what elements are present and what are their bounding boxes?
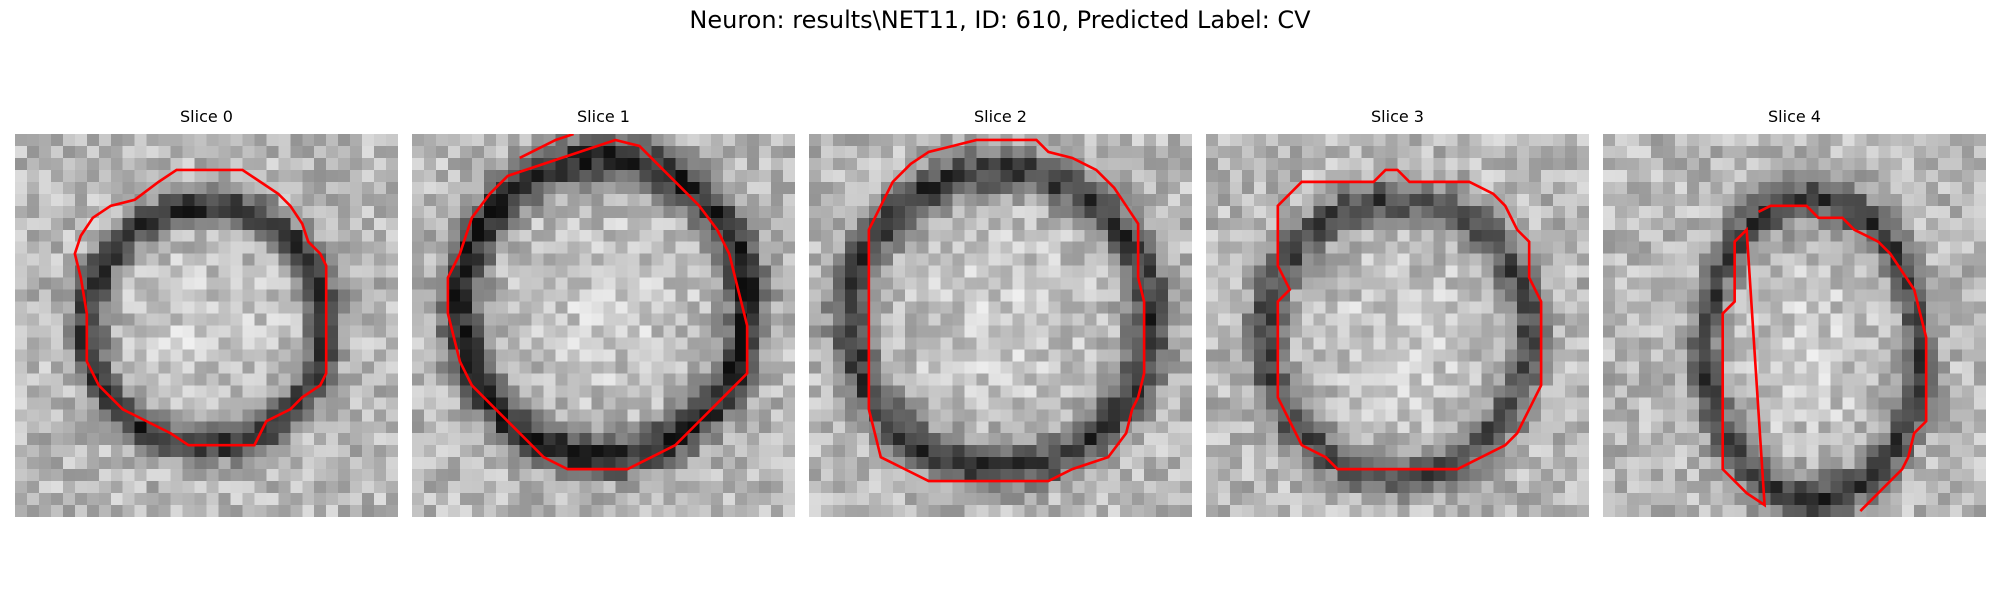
slice-title: Slice 1 bbox=[577, 107, 630, 126]
pixel-grid bbox=[1603, 134, 1986, 517]
slice-image bbox=[15, 134, 398, 517]
slice-title: Slice 0 bbox=[180, 107, 233, 126]
segmentation-contour bbox=[1276, 168, 1543, 471]
pixel-grid bbox=[809, 134, 1192, 517]
slice-panel-4: Slice 4 bbox=[1603, 105, 1986, 517]
slice-image bbox=[1603, 134, 1986, 517]
segmentation-contour bbox=[867, 138, 1146, 483]
slice-image bbox=[412, 134, 795, 517]
slice-image bbox=[809, 134, 1192, 517]
pixel-grid bbox=[412, 134, 795, 517]
segmentation-contour bbox=[446, 134, 749, 471]
slice-title: Slice 3 bbox=[1371, 107, 1424, 126]
slice-panel-2: Slice 2 bbox=[809, 105, 1192, 517]
segmentation-contour bbox=[1721, 204, 1928, 512]
segmentation-contour bbox=[73, 168, 328, 447]
figure-title: Neuron: results\NET11, ID: 610, Predicte… bbox=[689, 6, 1311, 34]
slice-panel-0: Slice 0 bbox=[15, 105, 398, 517]
slice-title: Slice 2 bbox=[974, 107, 1027, 126]
slice-image bbox=[1206, 134, 1589, 517]
pixel-grid bbox=[1206, 134, 1589, 517]
slice-panel-3: Slice 3 bbox=[1206, 105, 1589, 517]
pixel-grid bbox=[15, 134, 398, 517]
slice-panel-1: Slice 1 bbox=[412, 105, 795, 517]
slice-title: Slice 4 bbox=[1768, 107, 1821, 126]
